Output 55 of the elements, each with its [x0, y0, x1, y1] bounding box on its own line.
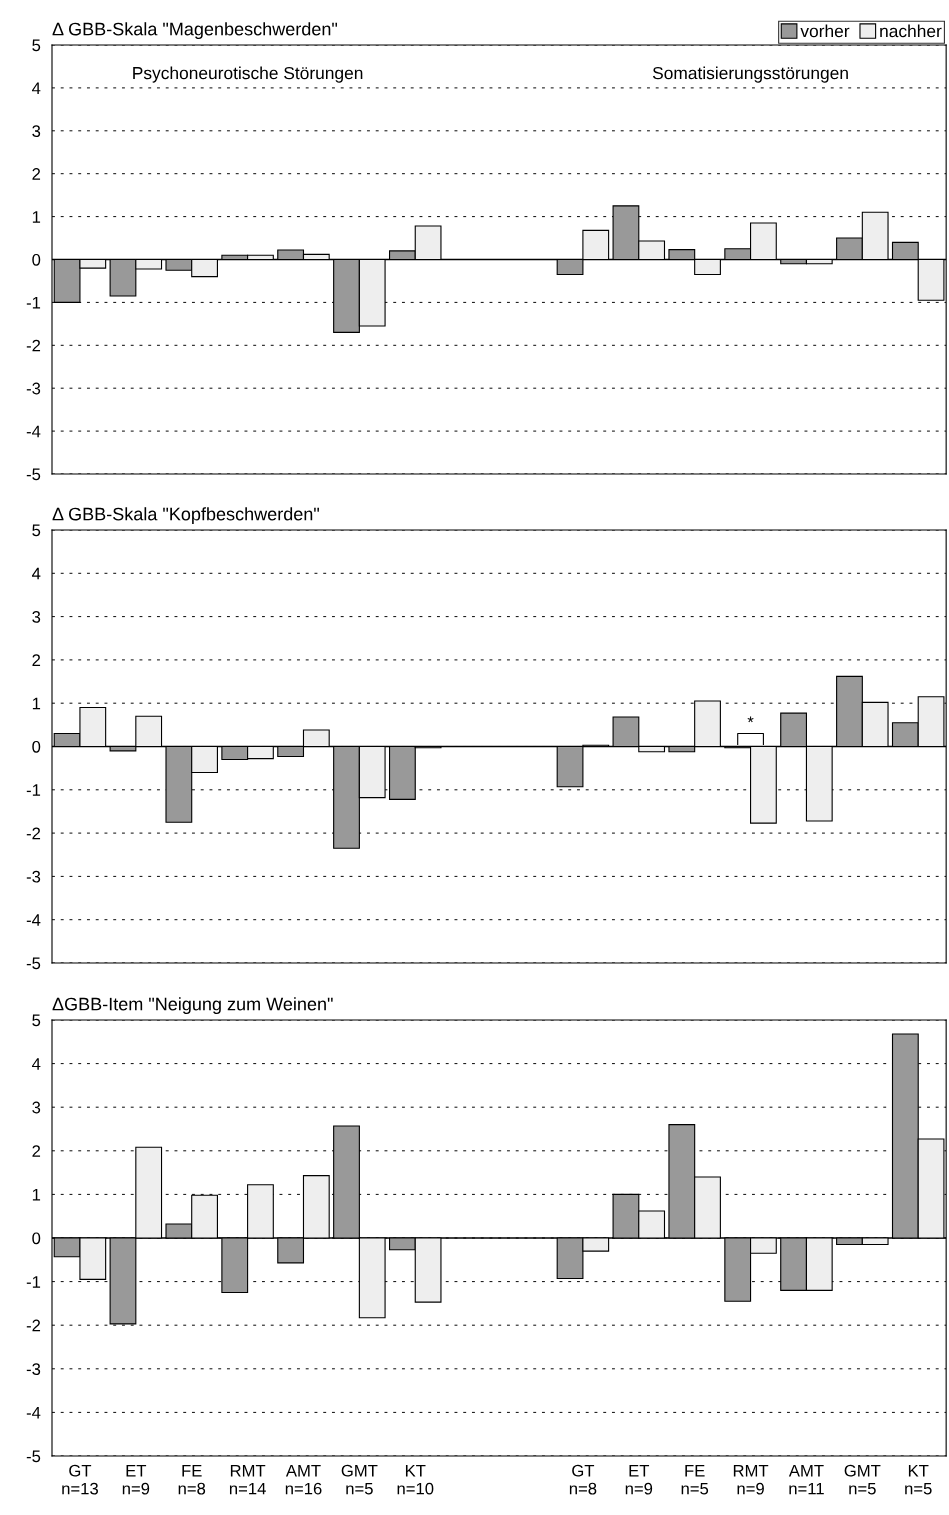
annotation: Somatisierungsstörungen [652, 66, 848, 83]
x-tick-label: GT n=13 [62, 1464, 98, 1495]
y-tick-label: 2 [32, 1145, 41, 1157]
y-tick-label: -2 [26, 1319, 41, 1332]
x-tick-label: KT n=5 [905, 1464, 932, 1495]
x-tick-label: GMT n=5 [844, 1464, 881, 1495]
y-tick-label: -2 [26, 827, 41, 840]
x-tick-label: RMT n=9 [733, 1464, 769, 1495]
y-tick-label: 5 [32, 1014, 41, 1027]
annotation: Psychoneurotische Störungen [133, 66, 363, 83]
chart-title: ΔGBB-Item "Neigung zum Weinen" [52, 997, 333, 1015]
y-tick-label: 4 [32, 567, 41, 580]
y-tick-label: -1 [26, 296, 41, 309]
y-tick-label: 1 [32, 211, 41, 223]
annotation: * [747, 716, 754, 723]
x-tick-label: ET n=9 [122, 1464, 150, 1495]
chart-title: Δ GBB-Skala "Magenbeschwerden" [52, 22, 338, 40]
y-tick-label: -1 [26, 1276, 41, 1288]
x-tick-label: ET n=9 [625, 1464, 653, 1495]
y-tick-label: -5 [26, 468, 41, 481]
y-tick-label: 5 [32, 39, 41, 52]
y-tick-label: 3 [32, 1101, 41, 1114]
x-tick-label: FE n=5 [681, 1464, 709, 1495]
y-tick-label: 4 [32, 1058, 41, 1070]
y-tick-label: -4 [26, 1406, 41, 1419]
y-tick-label: -3 [26, 1363, 41, 1375]
y-tick-label: -2 [26, 339, 41, 352]
y-tick-label: 3 [32, 125, 41, 137]
x-tick-label: GT n=8 [569, 1464, 597, 1495]
y-tick-label: -5 [26, 957, 41, 970]
legend-label: vorher [800, 24, 850, 38]
y-tick-label: -4 [26, 914, 41, 926]
y-tick-label: -4 [26, 425, 41, 438]
x-tick-label: AMT n=11 [788, 1464, 824, 1495]
y-tick-label: 2 [32, 168, 41, 180]
y-tick-label: 1 [32, 1188, 41, 1201]
x-tick-label: RMT n=14 [229, 1464, 266, 1495]
y-tick-label: -5 [26, 1450, 41, 1463]
y-tick-label: 0 [32, 1232, 41, 1245]
y-tick-label: -3 [26, 382, 41, 395]
y-tick-label: -1 [26, 784, 41, 796]
y-tick-label: 5 [32, 524, 41, 537]
chart-title: Δ GBB-Skala "Kopfbeschwerden" [52, 507, 319, 525]
y-tick-label: -3 [26, 870, 41, 883]
y-tick-label: 2 [32, 654, 41, 666]
y-tick-label: 3 [32, 611, 41, 623]
x-tick-label: KT n=10 [397, 1464, 434, 1495]
legend-label: nachher [880, 24, 942, 38]
y-tick-label: 0 [32, 253, 41, 266]
y-tick-label: 0 [32, 740, 41, 753]
y-tick-label: 1 [32, 697, 41, 710]
x-tick-label: AMT n=16 [285, 1464, 322, 1495]
y-tick-label: 4 [32, 82, 41, 94]
x-tick-label: GMT n=5 [341, 1464, 378, 1495]
x-tick-label: FE n=8 [178, 1464, 206, 1495]
